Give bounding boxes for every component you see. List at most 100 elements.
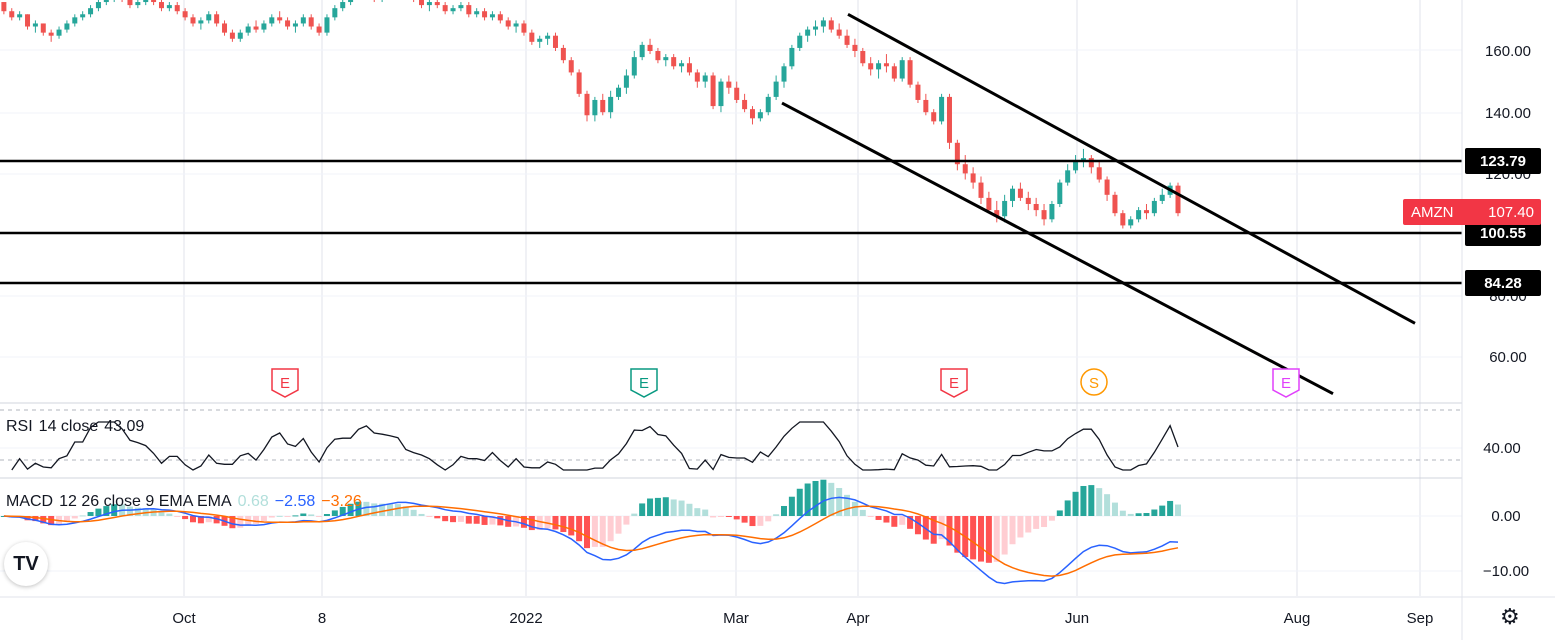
candle-body bbox=[1057, 182, 1063, 204]
time-tick: 2022 bbox=[509, 610, 542, 627]
macd-hist-bar bbox=[213, 516, 220, 524]
macd-hist-bar bbox=[820, 479, 827, 516]
macd-hist-bar bbox=[450, 516, 457, 523]
candle-body bbox=[1065, 170, 1071, 183]
candle-body bbox=[1096, 167, 1102, 180]
rsi-label: RSI bbox=[6, 418, 33, 435]
channel-line bbox=[781, 101, 1334, 396]
macd-hist-bar bbox=[733, 516, 740, 520]
last-price: 107.40 bbox=[1488, 204, 1534, 221]
candle-body bbox=[95, 2, 101, 9]
macd-hist-bar bbox=[134, 507, 141, 516]
candle-body bbox=[308, 17, 314, 27]
candle-body bbox=[1128, 219, 1134, 226]
candle-body bbox=[206, 14, 212, 21]
macd-hist-bar bbox=[536, 516, 543, 530]
macd-hist-bar bbox=[686, 503, 693, 516]
macd-hist-bar bbox=[363, 501, 370, 516]
candle-body bbox=[1088, 158, 1094, 168]
macd-hist-bar bbox=[71, 516, 78, 519]
macd-hist-bar bbox=[828, 482, 835, 516]
candle-body bbox=[631, 57, 637, 76]
candle-body bbox=[647, 44, 653, 51]
candle-body bbox=[844, 35, 850, 45]
macd-hist-bar bbox=[481, 516, 488, 525]
macd-hist-bar bbox=[1135, 513, 1142, 516]
macd-hist-bar bbox=[647, 498, 654, 516]
macd-line bbox=[3, 496, 1179, 585]
macd-label: MACD bbox=[6, 493, 54, 510]
candle-body bbox=[828, 20, 834, 30]
macd-hist-bar bbox=[788, 496, 795, 516]
candle-body bbox=[1073, 161, 1079, 171]
macd-hist-bar bbox=[268, 516, 275, 518]
macd-hist-bar bbox=[576, 516, 583, 542]
macd-hist-bar bbox=[1088, 485, 1095, 516]
rsi-axis-tick: 40.00 bbox=[1483, 440, 1521, 457]
macd-hist-bar bbox=[308, 514, 315, 516]
macd-hist-bar bbox=[954, 516, 961, 553]
macd-hist-bar bbox=[670, 499, 677, 516]
macd-hist-bar bbox=[859, 509, 866, 516]
candle-body bbox=[702, 75, 708, 82]
macd-hist-bar bbox=[631, 513, 638, 516]
macd-hist-bar bbox=[1143, 513, 1150, 516]
macd-hist-bar bbox=[418, 513, 425, 516]
macd-hist-bar bbox=[560, 516, 567, 533]
macd-hist-bar bbox=[946, 516, 953, 546]
candle-body bbox=[300, 17, 306, 24]
candle-body bbox=[710, 75, 716, 107]
candle-body bbox=[757, 112, 763, 119]
rsi-legend: RSI 14 close 43.09 bbox=[6, 418, 150, 436]
event-marker bbox=[630, 368, 658, 398]
macd-hist-bar bbox=[930, 516, 937, 544]
macd-hist-bar bbox=[465, 516, 472, 524]
candle-body bbox=[805, 29, 811, 36]
candle-body bbox=[876, 63, 882, 70]
candle-body bbox=[679, 63, 685, 67]
macd-hist-bar bbox=[158, 512, 165, 516]
tradingview-logo[interactable]: TV bbox=[4, 542, 48, 586]
macd-hist-bar bbox=[126, 506, 133, 516]
rsi-line bbox=[11, 421, 1179, 471]
macd-hist-bar bbox=[1056, 510, 1063, 516]
macd-hist-bar bbox=[379, 503, 386, 516]
time-tick: Apr bbox=[846, 610, 869, 627]
macd-hist-bar bbox=[253, 516, 260, 524]
candle-body bbox=[56, 29, 62, 36]
candle-body bbox=[820, 20, 826, 27]
macd-hist-bar bbox=[300, 513, 307, 516]
candle-body bbox=[891, 66, 897, 79]
candle-body bbox=[560, 47, 566, 61]
level-tag bbox=[1465, 148, 1541, 174]
macd-line-value: −2.58 bbox=[274, 493, 316, 510]
macd-hist-bar bbox=[1167, 500, 1174, 516]
macd-hist-bar bbox=[654, 497, 661, 516]
level-value: 123.79 bbox=[1480, 153, 1526, 170]
candle-body bbox=[639, 44, 645, 58]
macd-hist-bar bbox=[749, 516, 756, 527]
macd-hist-bar bbox=[339, 506, 346, 516]
macd-hist-bar bbox=[796, 488, 803, 516]
candle-body bbox=[434, 2, 440, 6]
candle-body bbox=[537, 38, 543, 42]
candle-body bbox=[1010, 188, 1016, 201]
candle-body bbox=[426, 2, 432, 6]
candle-body bbox=[48, 32, 54, 36]
gear-icon[interactable]: ⚙ bbox=[1500, 604, 1520, 629]
macd-hist-bar bbox=[1041, 516, 1048, 528]
macd-hist-bar bbox=[1159, 505, 1166, 516]
candle-body bbox=[158, 2, 164, 9]
candle-body bbox=[17, 14, 23, 18]
macd-hist-bar bbox=[1001, 516, 1008, 555]
macd-hist-bar bbox=[804, 483, 811, 516]
time-tick: Aug bbox=[1284, 610, 1311, 627]
macd-hist-bar bbox=[520, 516, 527, 528]
macd-hist-bar bbox=[1127, 513, 1134, 516]
macd-hist-bar bbox=[292, 515, 299, 517]
macd-signal-line bbox=[3, 505, 1179, 577]
macd-hist-bar bbox=[1104, 494, 1111, 516]
candle-body bbox=[749, 109, 755, 119]
candle-body bbox=[813, 26, 819, 30]
